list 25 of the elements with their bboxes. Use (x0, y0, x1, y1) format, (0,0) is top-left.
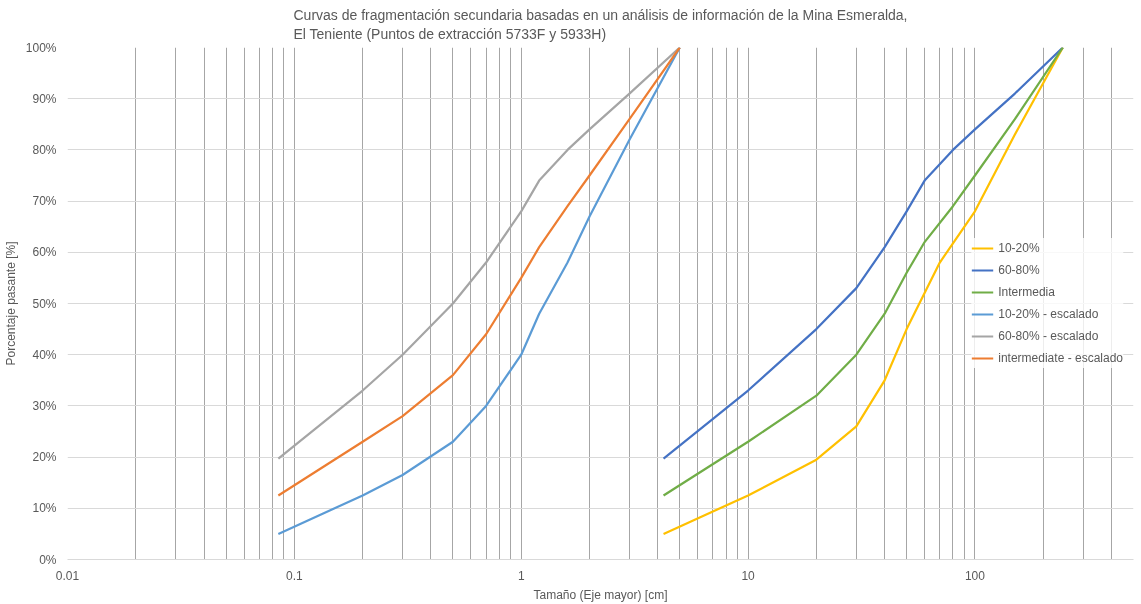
y-tick-label: 40% (32, 347, 57, 362)
y-tick-label: 70% (32, 194, 57, 209)
legend-label: intermediate - escalado (998, 351, 1123, 365)
y-tick-label: 90% (32, 91, 57, 106)
legend-label: 10-20% (998, 241, 1040, 255)
y-tick-label: 20% (32, 450, 57, 465)
y-tick-label: 80% (32, 142, 57, 157)
y-tick-label: 0% (39, 552, 57, 567)
legend-label: Intermedia (998, 285, 1055, 299)
legend-label: 60-80% (998, 263, 1040, 277)
y-tick-label: 60% (32, 245, 57, 260)
x-tick-label: 1 (517, 568, 525, 583)
legend-label: 10-20% - escalado (998, 307, 1099, 321)
y-tick-label: 30% (32, 398, 57, 413)
legend-label: 60-80% - escalado (998, 329, 1099, 343)
y-tick-label: 100% (25, 40, 57, 55)
x-axis-title: Tamaño (Eje mayor) [cm] (533, 587, 668, 602)
y-tick-label: 10% (32, 501, 57, 516)
y-tick-label: 50% (32, 296, 57, 311)
x-tick-label: 0.1 (286, 568, 304, 583)
x-tick-label: 10 (741, 568, 756, 583)
x-tick-label: 0.01 (55, 568, 80, 583)
x-tick-label: 100 (964, 568, 986, 583)
y-axis-title: Porcentaje pasante [%] (3, 241, 18, 366)
chart-title: Curvas de fragmentación secundaria basadas en un análisis de información de la Mina Esmeralda, El Teniente (Puntos de extracción 5733F y 5933H) (293, 7, 908, 43)
